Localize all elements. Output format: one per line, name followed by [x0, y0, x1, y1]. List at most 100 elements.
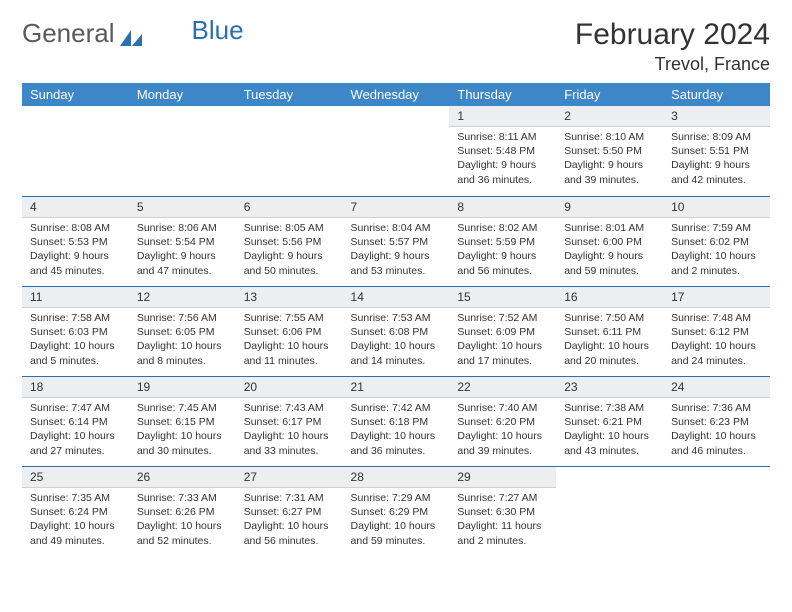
day-number: 12 — [129, 286, 236, 308]
sunset-line: Sunset: 6:12 PM — [671, 325, 762, 339]
brand-part1: General — [22, 18, 115, 49]
day-details: Sunrise: 7:53 AMSunset: 6:08 PMDaylight:… — [343, 308, 450, 374]
sunset-line: Sunset: 6:08 PM — [351, 325, 442, 339]
sunrise-line: Sunrise: 7:36 AM — [671, 401, 762, 415]
day-number: 20 — [236, 376, 343, 398]
sunrise-line: Sunrise: 7:58 AM — [30, 311, 121, 325]
calendar-day-cell: 5Sunrise: 8:06 AMSunset: 5:54 PMDaylight… — [129, 196, 236, 286]
sunset-line: Sunset: 5:51 PM — [671, 144, 762, 158]
calendar-day-cell: 27Sunrise: 7:31 AMSunset: 6:27 PMDayligh… — [236, 466, 343, 556]
daylight-line: Daylight: 9 hours and 47 minutes. — [137, 249, 228, 277]
sunset-line: Sunset: 6:30 PM — [457, 505, 548, 519]
daylight-line: Daylight: 9 hours and 45 minutes. — [30, 249, 121, 277]
calendar-week-row: 18Sunrise: 7:47 AMSunset: 6:14 PMDayligh… — [22, 376, 770, 466]
sunset-line: Sunset: 6:11 PM — [564, 325, 655, 339]
calendar-day-cell: 20Sunrise: 7:43 AMSunset: 6:17 PMDayligh… — [236, 376, 343, 466]
sunset-line: Sunset: 6:02 PM — [671, 235, 762, 249]
calendar-empty-cell — [22, 106, 129, 196]
calendar-empty-cell — [663, 466, 770, 556]
daylight-line: Daylight: 10 hours and 56 minutes. — [244, 519, 335, 547]
day-details: Sunrise: 7:29 AMSunset: 6:29 PMDaylight:… — [343, 488, 450, 554]
sunset-line: Sunset: 6:05 PM — [137, 325, 228, 339]
calendar-grid: SundayMondayTuesdayWednesdayThursdayFrid… — [22, 83, 770, 556]
daylight-line: Daylight: 9 hours and 39 minutes. — [564, 158, 655, 186]
day-details: Sunrise: 7:35 AMSunset: 6:24 PMDaylight:… — [22, 488, 129, 554]
sunrise-line: Sunrise: 7:29 AM — [351, 491, 442, 505]
day-details: Sunrise: 8:09 AMSunset: 5:51 PMDaylight:… — [663, 127, 770, 193]
day-number: 2 — [556, 106, 663, 127]
sunset-line: Sunset: 5:59 PM — [457, 235, 548, 249]
day-details: Sunrise: 8:02 AMSunset: 5:59 PMDaylight:… — [449, 218, 556, 284]
day-number: 21 — [343, 376, 450, 398]
weekday-header-row: SundayMondayTuesdayWednesdayThursdayFrid… — [22, 83, 770, 106]
sunset-line: Sunset: 6:21 PM — [564, 415, 655, 429]
sunrise-line: Sunrise: 7:33 AM — [137, 491, 228, 505]
daylight-line: Daylight: 10 hours and 11 minutes. — [244, 339, 335, 367]
day-number: 23 — [556, 376, 663, 398]
day-details: Sunrise: 7:42 AMSunset: 6:18 PMDaylight:… — [343, 398, 450, 464]
calendar-empty-cell — [343, 106, 450, 196]
calendar-day-cell: 14Sunrise: 7:53 AMSunset: 6:08 PMDayligh… — [343, 286, 450, 376]
sunset-line: Sunset: 6:29 PM — [351, 505, 442, 519]
sunset-line: Sunset: 6:18 PM — [351, 415, 442, 429]
sunrise-line: Sunrise: 8:11 AM — [457, 130, 548, 144]
day-details: Sunrise: 7:43 AMSunset: 6:17 PMDaylight:… — [236, 398, 343, 464]
day-number: 25 — [22, 466, 129, 488]
sunrise-line: Sunrise: 7:59 AM — [671, 221, 762, 235]
daylight-line: Daylight: 10 hours and 36 minutes. — [351, 429, 442, 457]
sunrise-line: Sunrise: 7:50 AM — [564, 311, 655, 325]
sunrise-line: Sunrise: 7:42 AM — [351, 401, 442, 415]
day-details: Sunrise: 7:48 AMSunset: 6:12 PMDaylight:… — [663, 308, 770, 374]
daylight-line: Daylight: 10 hours and 27 minutes. — [30, 429, 121, 457]
day-details: Sunrise: 7:59 AMSunset: 6:02 PMDaylight:… — [663, 218, 770, 284]
sunrise-line: Sunrise: 7:48 AM — [671, 311, 762, 325]
sunset-line: Sunset: 6:24 PM — [30, 505, 121, 519]
sunset-line: Sunset: 6:03 PM — [30, 325, 121, 339]
day-details: Sunrise: 7:47 AMSunset: 6:14 PMDaylight:… — [22, 398, 129, 464]
calendar-day-cell: 15Sunrise: 7:52 AMSunset: 6:09 PMDayligh… — [449, 286, 556, 376]
day-number: 27 — [236, 466, 343, 488]
sunset-line: Sunset: 5:48 PM — [457, 144, 548, 158]
daylight-line: Daylight: 10 hours and 5 minutes. — [30, 339, 121, 367]
calendar-day-cell: 26Sunrise: 7:33 AMSunset: 6:26 PMDayligh… — [129, 466, 236, 556]
day-details: Sunrise: 8:06 AMSunset: 5:54 PMDaylight:… — [129, 218, 236, 284]
day-details: Sunrise: 7:40 AMSunset: 6:20 PMDaylight:… — [449, 398, 556, 464]
calendar-day-cell: 16Sunrise: 7:50 AMSunset: 6:11 PMDayligh… — [556, 286, 663, 376]
daylight-line: Daylight: 10 hours and 43 minutes. — [564, 429, 655, 457]
day-number: 3 — [663, 106, 770, 127]
calendar-empty-cell — [129, 106, 236, 196]
daylight-line: Daylight: 10 hours and 30 minutes. — [137, 429, 228, 457]
day-details: Sunrise: 7:52 AMSunset: 6:09 PMDaylight:… — [449, 308, 556, 374]
day-details: Sunrise: 8:10 AMSunset: 5:50 PMDaylight:… — [556, 127, 663, 193]
day-number: 28 — [343, 466, 450, 488]
daylight-line: Daylight: 9 hours and 36 minutes. — [457, 158, 548, 186]
daylight-line: Daylight: 10 hours and 39 minutes. — [457, 429, 548, 457]
sunrise-line: Sunrise: 7:52 AM — [457, 311, 548, 325]
daylight-line: Daylight: 10 hours and 33 minutes. — [244, 429, 335, 457]
day-number: 22 — [449, 376, 556, 398]
day-number: 9 — [556, 196, 663, 218]
day-number: 10 — [663, 196, 770, 218]
day-number: 14 — [343, 286, 450, 308]
calendar-day-cell: 23Sunrise: 7:38 AMSunset: 6:21 PMDayligh… — [556, 376, 663, 466]
weekday-header: Tuesday — [236, 83, 343, 106]
day-details: Sunrise: 7:45 AMSunset: 6:15 PMDaylight:… — [129, 398, 236, 464]
day-number: 5 — [129, 196, 236, 218]
sunrise-line: Sunrise: 8:09 AM — [671, 130, 762, 144]
day-number: 7 — [343, 196, 450, 218]
calendar-day-cell: 2Sunrise: 8:10 AMSunset: 5:50 PMDaylight… — [556, 106, 663, 196]
weekday-header: Sunday — [22, 83, 129, 106]
title-block: February 2024 Trevol, France — [575, 18, 770, 75]
daylight-line: Daylight: 9 hours and 42 minutes. — [671, 158, 762, 186]
day-details: Sunrise: 8:04 AMSunset: 5:57 PMDaylight:… — [343, 218, 450, 284]
sunset-line: Sunset: 6:17 PM — [244, 415, 335, 429]
sunset-line: Sunset: 6:23 PM — [671, 415, 762, 429]
calendar-day-cell: 25Sunrise: 7:35 AMSunset: 6:24 PMDayligh… — [22, 466, 129, 556]
calendar-week-row: 1Sunrise: 8:11 AMSunset: 5:48 PMDaylight… — [22, 106, 770, 196]
day-number: 15 — [449, 286, 556, 308]
day-details: Sunrise: 8:11 AMSunset: 5:48 PMDaylight:… — [449, 127, 556, 193]
brand-part2: Blue — [192, 15, 244, 46]
daylight-line: Daylight: 9 hours and 56 minutes. — [457, 249, 548, 277]
weekday-header: Friday — [556, 83, 663, 106]
day-number: 17 — [663, 286, 770, 308]
